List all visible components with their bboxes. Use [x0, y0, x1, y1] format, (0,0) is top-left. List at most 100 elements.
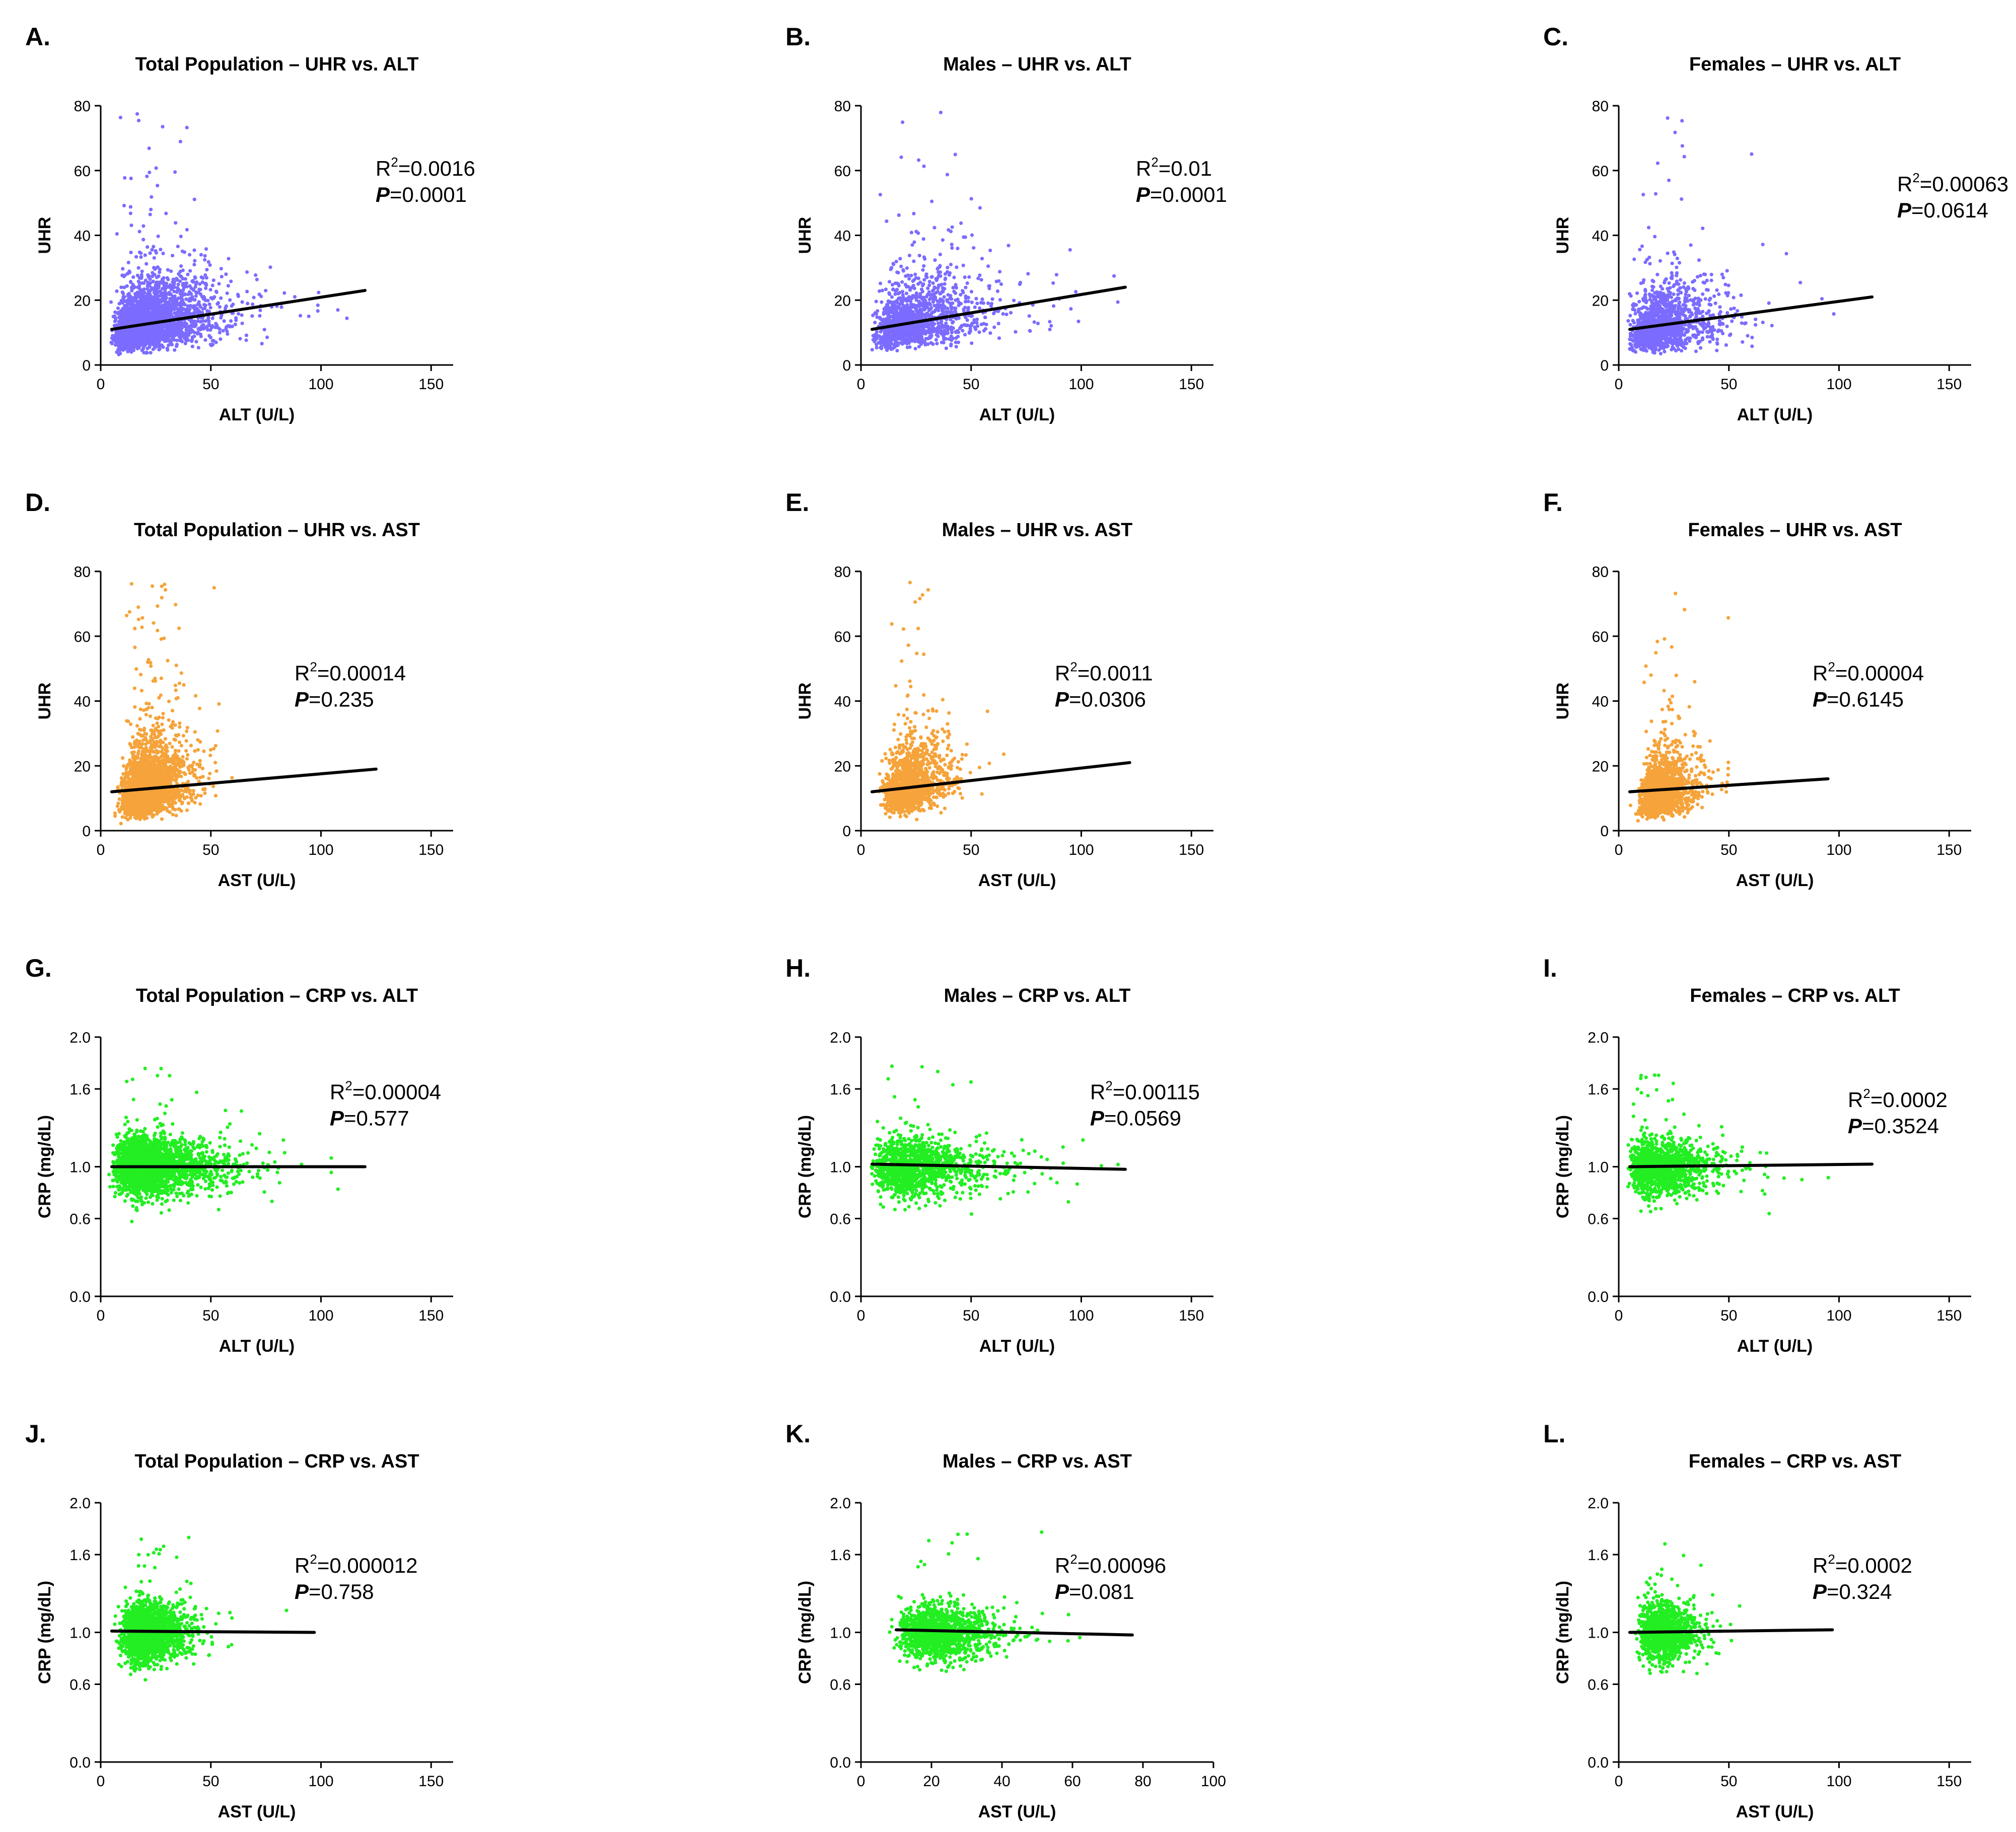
data-point [189, 312, 193, 316]
data-point [1628, 292, 1632, 296]
data-point [128, 205, 132, 209]
data-point [926, 325, 930, 329]
data-point [178, 279, 182, 283]
data-point [942, 295, 946, 299]
r-squared-exponent: 2 [391, 155, 398, 170]
data-point [201, 323, 205, 327]
data-point [1729, 307, 1733, 311]
data-point [937, 273, 941, 277]
data-point [236, 292, 240, 297]
data-point [145, 351, 149, 355]
scatter-points [870, 110, 1120, 353]
data-point [166, 268, 170, 272]
data-point [1663, 341, 1667, 345]
data-point [1726, 291, 1731, 295]
data-point [1012, 299, 1016, 303]
data-point [121, 267, 125, 271]
data-point [992, 325, 996, 329]
data-point [174, 331, 178, 335]
data-point [133, 318, 137, 323]
data-point [1701, 314, 1705, 319]
data-point [164, 296, 168, 300]
data-point [180, 249, 184, 253]
data-point [1026, 272, 1030, 276]
data-point [992, 312, 996, 316]
data-point [139, 290, 143, 295]
data-point [136, 266, 140, 270]
data-point [907, 310, 911, 314]
data-point [175, 338, 179, 342]
data-point [1692, 278, 1696, 283]
data-point [913, 346, 917, 351]
data-point [920, 332, 924, 336]
data-point [203, 254, 207, 258]
data-point [162, 276, 166, 280]
data-point [1715, 348, 1719, 352]
data-point [976, 276, 980, 280]
data-point [1653, 308, 1658, 312]
data-point [884, 345, 888, 349]
data-point [147, 289, 151, 294]
x-axis-label: ALT (U/L) [219, 405, 295, 424]
data-point [949, 262, 953, 267]
data-point [890, 295, 894, 299]
x-tick-label: 100 [1068, 376, 1094, 393]
data-point [168, 306, 172, 310]
data-point [124, 312, 128, 316]
data-point [1682, 155, 1686, 159]
data-point [1689, 243, 1693, 247]
data-point [964, 285, 968, 289]
data-point [961, 329, 965, 333]
p-number: =0.0001 [1150, 183, 1227, 206]
data-point [1626, 319, 1630, 323]
data-point [954, 336, 958, 340]
data-point [218, 331, 222, 335]
data-point [962, 235, 966, 239]
data-point [250, 314, 254, 318]
data-point [1682, 308, 1686, 312]
data-point [950, 330, 954, 335]
data-point [926, 286, 930, 290]
data-point [896, 282, 900, 286]
data-point [1049, 324, 1053, 328]
data-point [176, 282, 180, 286]
data-point [178, 269, 182, 274]
data-point [1666, 251, 1670, 255]
data-point [946, 330, 950, 334]
data-point [151, 287, 155, 291]
data-point [1001, 312, 1005, 316]
data-point [878, 193, 882, 197]
data-point [1630, 346, 1634, 350]
data-point [1639, 315, 1643, 319]
data-point [901, 341, 905, 345]
data-point [950, 310, 954, 314]
data-point [918, 307, 922, 311]
data-point [970, 300, 974, 305]
data-point [925, 322, 929, 326]
data-point [980, 297, 984, 302]
data-point [146, 245, 150, 249]
data-point [1650, 288, 1654, 292]
data-point [885, 219, 889, 223]
data-point [258, 308, 262, 313]
data-point [914, 306, 918, 310]
data-point [192, 263, 196, 267]
data-point [159, 343, 163, 347]
data-point [941, 238, 945, 242]
data-point [229, 319, 233, 323]
x-tick-label: 150 [418, 376, 444, 393]
data-point [918, 295, 922, 299]
data-point [125, 300, 129, 304]
data-point [206, 299, 210, 303]
data-point [147, 305, 151, 309]
data-point [145, 262, 149, 266]
data-point [914, 336, 918, 340]
data-point [961, 289, 965, 293]
data-point [899, 330, 903, 335]
data-point [151, 271, 155, 275]
data-point [142, 307, 146, 311]
data-point [1648, 262, 1652, 266]
data-point [898, 290, 902, 295]
y-tick-label: 0 [82, 357, 91, 374]
data-point [166, 335, 170, 339]
